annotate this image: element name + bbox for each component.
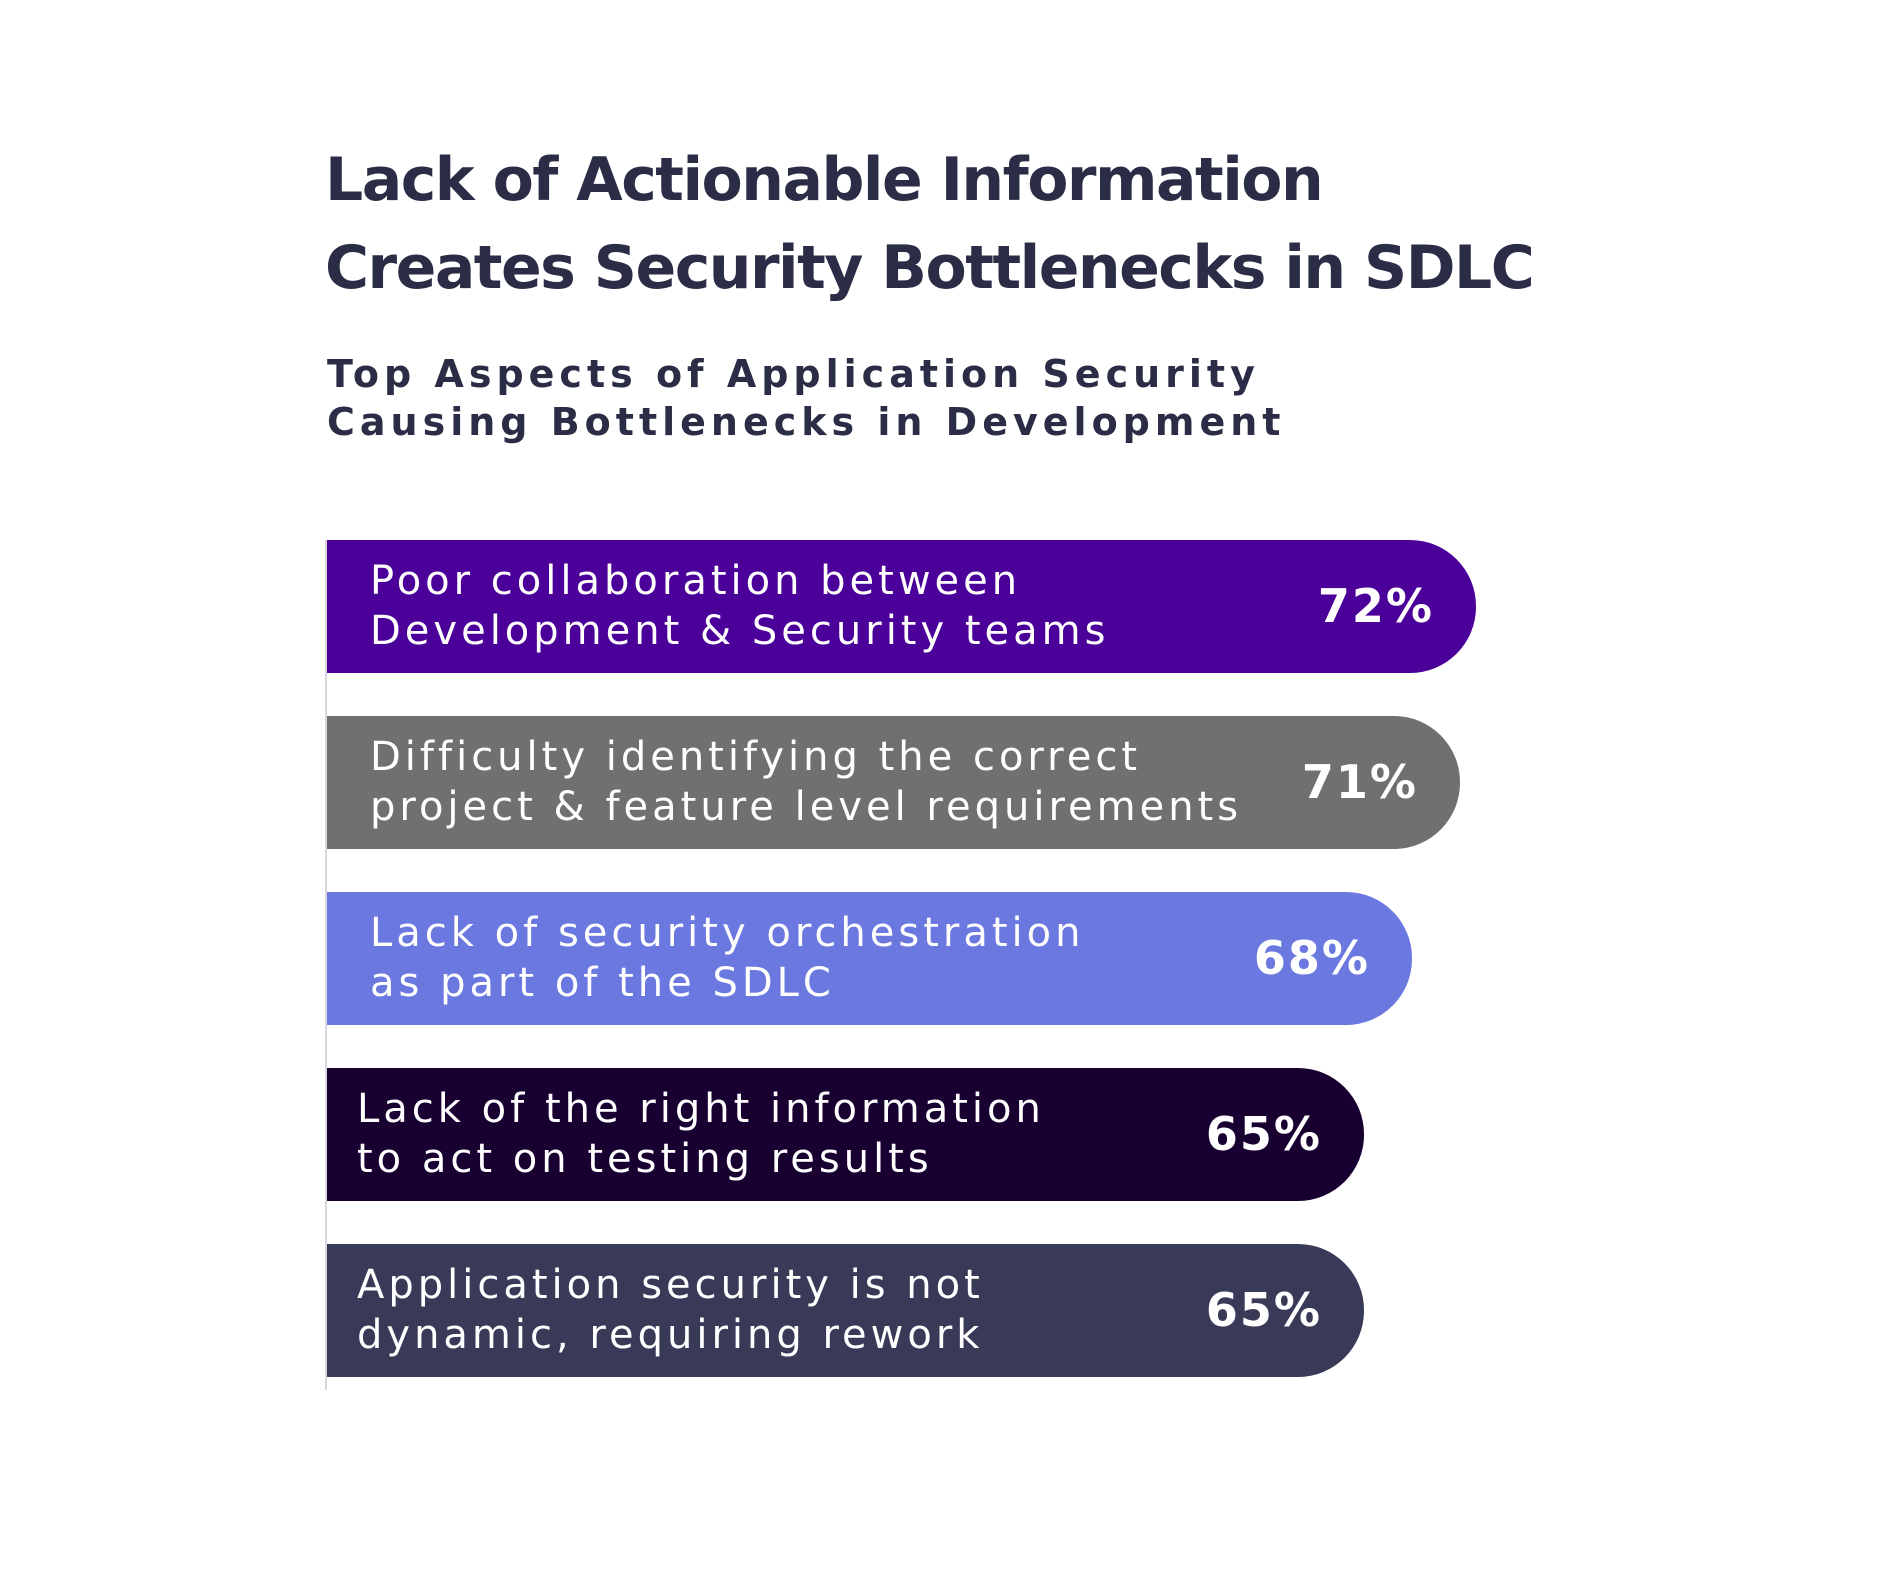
- chart-title-line-2: Creates Security Bottlenecks in SDLC: [325, 233, 1535, 303]
- bar-label-2-line-2: project & feature level requirements: [370, 784, 1243, 830]
- bar-label-1-line-2: Development & Security teams: [370, 608, 1110, 654]
- bar-value-label-4: 65%: [1205, 1107, 1322, 1161]
- bar-label-1-line-1: Poor collaboration between: [370, 558, 1022, 604]
- bar-label-4: Lack of the right information to act on t…: [357, 1084, 1045, 1184]
- bar-2: [327, 716, 1460, 849]
- bar-4: [327, 1068, 1364, 1201]
- bar-value-label-2: 71%: [1301, 755, 1418, 809]
- bar-label-2-line-1: Difficulty identifying the correct: [370, 734, 1142, 780]
- chart-title: Lack of Actionable Information Creates S…: [325, 136, 1535, 312]
- bar-value-label-5: 65%: [1205, 1283, 1322, 1337]
- chart-subtitle-line-1: Top Aspects of Application Security: [327, 352, 1260, 396]
- bar-label-3-line-1: Lack of security orchestration: [370, 910, 1085, 956]
- bar-5: [327, 1244, 1364, 1377]
- chart-subtitle-line-2: Causing Bottlenecks in Development: [327, 400, 1286, 444]
- bar-label-5: Application security is not dynamic, requ…: [357, 1260, 984, 1360]
- bar-value-label-1: 72%: [1317, 579, 1434, 633]
- bar-3: [327, 892, 1412, 1025]
- bar-label-1: Poor collaboration between Development & …: [370, 556, 1109, 656]
- bar-label-5-line-1: Application security is not: [357, 1262, 984, 1308]
- bar-1: [327, 540, 1476, 673]
- bar-label-4-line-2: to act on testing results: [357, 1136, 933, 1182]
- bar-value-label-3: 68%: [1253, 931, 1370, 985]
- bar-label-3: Lack of security orchestration as part of…: [370, 908, 1084, 1008]
- chart-title-line-1: Lack of Actionable Information: [325, 145, 1324, 215]
- chart-baseline: [325, 540, 327, 1390]
- bar-label-3-line-2: as part of the SDLC: [370, 960, 835, 1006]
- bar-label-5-line-2: dynamic, requiring rework: [357, 1312, 984, 1358]
- bar-label-2: Difficulty identifying the correct projec…: [370, 732, 1242, 832]
- bar-label-4-line-1: Lack of the right information: [357, 1086, 1045, 1132]
- chart-subtitle: Top Aspects of Application Security Caus…: [327, 350, 1285, 446]
